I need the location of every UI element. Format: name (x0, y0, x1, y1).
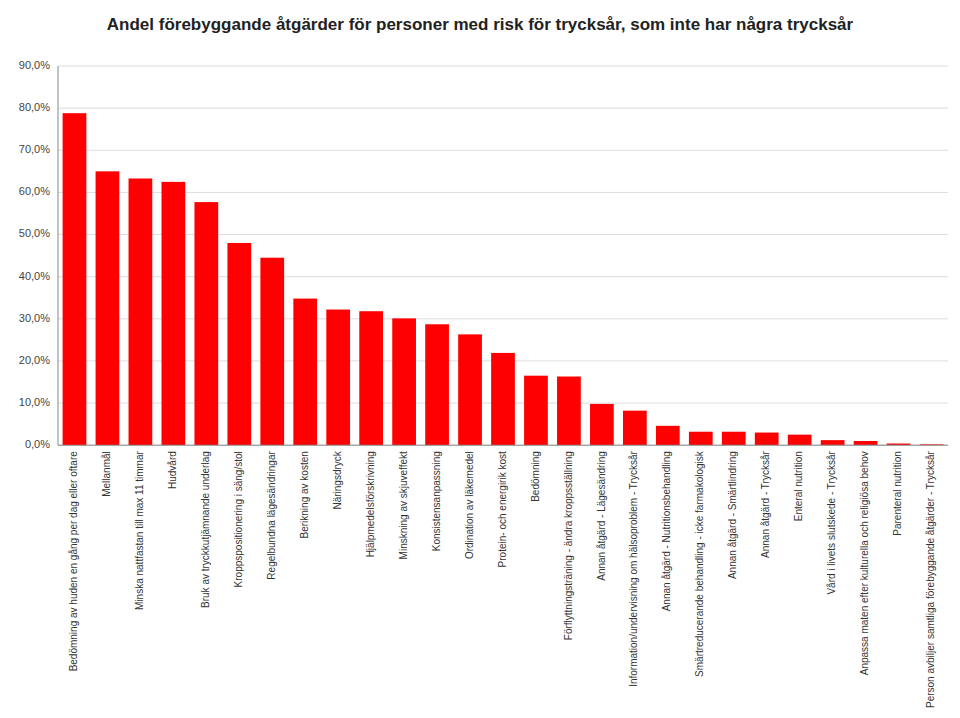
y-tick-label: 10,0% (19, 396, 50, 408)
grid-line (58, 445, 948, 446)
bar (689, 432, 713, 445)
x-tick-label: Enteral nutrition (793, 451, 804, 521)
bar (788, 435, 812, 446)
x-tick-label: Annan åtgärd - Smärtlindring (727, 451, 738, 579)
x-tick-label: Annan åtgärd - Trycksår (760, 451, 771, 558)
grid-line (58, 150, 948, 151)
y-tick-label: 0,0% (25, 438, 50, 450)
x-tick-label: Person avbiljer samtliga förebyggande åt… (925, 451, 936, 708)
bar (755, 433, 779, 446)
grid-line (58, 276, 948, 277)
x-tick-label: Ordination av läkemedel (464, 451, 475, 559)
bar (129, 178, 153, 445)
bar (96, 171, 120, 445)
bar (359, 311, 383, 445)
bar (557, 377, 581, 446)
y-tick-label: 80,0% (19, 101, 50, 113)
bar (162, 182, 186, 445)
x-tick-label: Minskning av skjuveffekt (398, 451, 409, 559)
bar (458, 334, 482, 445)
x-tick-label: Smärtreducerande behandling - icke farma… (694, 450, 705, 677)
x-tick-label: Anpassa maten efter kulturella och relig… (859, 451, 870, 675)
grid-line (58, 108, 948, 109)
x-tick-label: Annan åtgärd - Lägesändring (596, 451, 607, 581)
grid-line (58, 192, 948, 193)
bar (425, 324, 449, 445)
x-tick-labels: Bedömning av huden en gång per dag eller… (68, 450, 936, 708)
chart: Andel förebyggande åtgärder för personer… (0, 0, 960, 718)
x-tick-label: Kroppspositionering i säng/stol (233, 451, 244, 587)
y-tick-label: 70,0% (19, 143, 50, 155)
bar (293, 299, 317, 446)
x-tick-label: Konsistensanpassning (431, 451, 442, 551)
bar (491, 353, 515, 445)
x-tick-label: Förflyttningsträning - ändra kroppsställ… (563, 451, 574, 640)
x-tick-label: Bedömning av huden en gång per dag eller… (68, 451, 79, 672)
bars (63, 113, 944, 445)
grid (58, 66, 948, 445)
y-tick-label: 50,0% (19, 227, 50, 239)
bar (623, 411, 647, 446)
bar (392, 318, 416, 445)
x-tick-label: Regelbundna lägesändringar (266, 451, 277, 580)
x-tick-label: Berikning av kosten (299, 451, 310, 538)
bar (326, 310, 350, 446)
x-tick-label: Minska nattfastan till max 11 timmar (134, 451, 145, 610)
bar (590, 404, 614, 445)
bar (722, 432, 746, 445)
background (0, 0, 960, 718)
y-axis (58, 66, 59, 445)
x-tick-label: Protein- och energirik kost (497, 451, 508, 567)
x-tick-label: Parenteral nutrition (892, 451, 903, 536)
bar (63, 113, 87, 445)
x-tick-label: Hudvård (167, 451, 178, 489)
bar (260, 258, 284, 445)
y-tick-label: 30,0% (19, 312, 50, 324)
x-tick-label: Mellanmål (101, 451, 112, 497)
grid-line (58, 318, 948, 319)
x-tick-label: Bruk av tryckkutjämnande underlag (200, 451, 211, 608)
bar (656, 426, 680, 445)
grid-line (58, 234, 948, 235)
y-tick-label: 90,0% (19, 59, 50, 71)
x-tick-label: Hjälpmedelsförskrivning (365, 451, 376, 557)
x-tick-label: Annan åtgärd - Nutritionsbehandling (661, 451, 672, 611)
y-tick-label: 40,0% (19, 270, 50, 282)
bar (524, 376, 548, 446)
bar (821, 440, 845, 445)
bar (854, 441, 878, 445)
y-tick-label: 60,0% (19, 185, 50, 197)
y-tick-label: 20,0% (19, 354, 50, 366)
x-tick-label: Vård i livets slutskede - Trycksår (826, 451, 837, 595)
x-tick-label: Information/undervisning om hälsoproblem… (628, 451, 639, 687)
x-axis (58, 445, 948, 446)
x-tick-label: Bedömning (530, 451, 541, 502)
y-tick-labels: 0,0% 10,0% 20,0% 30,0% 40,0% 50,0% 60,0% 70,0% 8… (19, 59, 50, 450)
bar (194, 202, 218, 445)
grid-line (58, 66, 948, 67)
x-tick-label: Näringsdryck (332, 450, 343, 509)
title: Andel förebyggande åtgärder för personer… (107, 15, 854, 34)
bar (227, 243, 251, 445)
